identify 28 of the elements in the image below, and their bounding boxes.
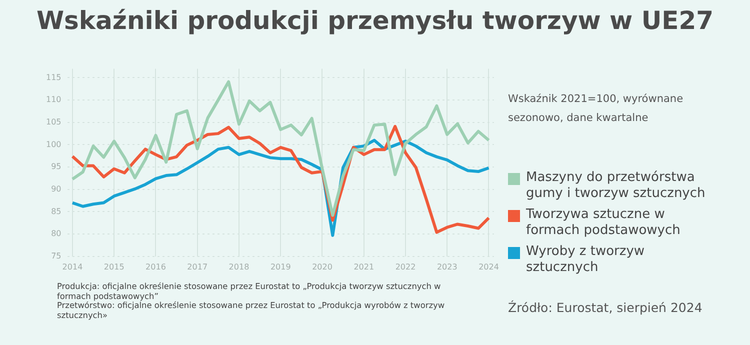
text: Wskaźnik 2021=100, wyrównane sezonowo, dane kwartalne xyxy=(508,92,684,126)
y-tick-label: 95 xyxy=(51,162,62,172)
x-tick-label: 2016 xyxy=(146,262,166,272)
y-tick-label: 90 xyxy=(51,184,62,194)
x-tick-label: 2014 xyxy=(62,262,83,272)
y-tick-label: 100 xyxy=(46,140,62,149)
y-tick-label: 75 xyxy=(51,251,62,260)
x-tick-label: 2017 xyxy=(187,262,208,272)
x-tick-label: 2021 xyxy=(354,262,374,272)
x-tick-label: 2020 xyxy=(312,262,332,272)
text: Źródło: Eurostat, sierpień 2024 xyxy=(508,300,702,315)
y-tick-label: 105 xyxy=(46,117,62,126)
x-tick-label: 2022 xyxy=(395,262,416,272)
legend-label: Maszyny do przetwórstwa gumy i tworzyw sztucznych xyxy=(526,170,706,202)
x-tick-label: 2018 xyxy=(228,262,250,272)
chart-title: Wskaźniki produkcji przemysłu tworzyw w UE27 xyxy=(35,6,715,35)
legend-label: Wyroby z tworzyw sztucznych xyxy=(526,244,646,276)
x-tick-label: 2023 xyxy=(436,262,458,272)
x-tick-label: 2015 xyxy=(104,262,124,272)
x-tick-label: 2019 xyxy=(270,262,291,272)
y-tick-label: 80 xyxy=(51,229,62,238)
text: Produkcja: oficjalne określenie stosowane przez Eurostat to „Produkcja tworzyw sztucznych w formach podstawowych” xyxy=(57,281,442,301)
legend-label: Tworzywa sztuczne w formach podstawowych xyxy=(526,207,682,239)
text: Przetwórstwo: oficjalne określenie stosowane przez Eurostat to „Produkcja wyrobów z tworzyw sztucznych» xyxy=(57,300,446,320)
x-tick-label: 2024 xyxy=(478,262,499,272)
y-tick-label: 85 xyxy=(51,206,62,216)
y-tick-label: 115 xyxy=(46,72,62,82)
y-tick-label: 110 xyxy=(46,95,62,104)
